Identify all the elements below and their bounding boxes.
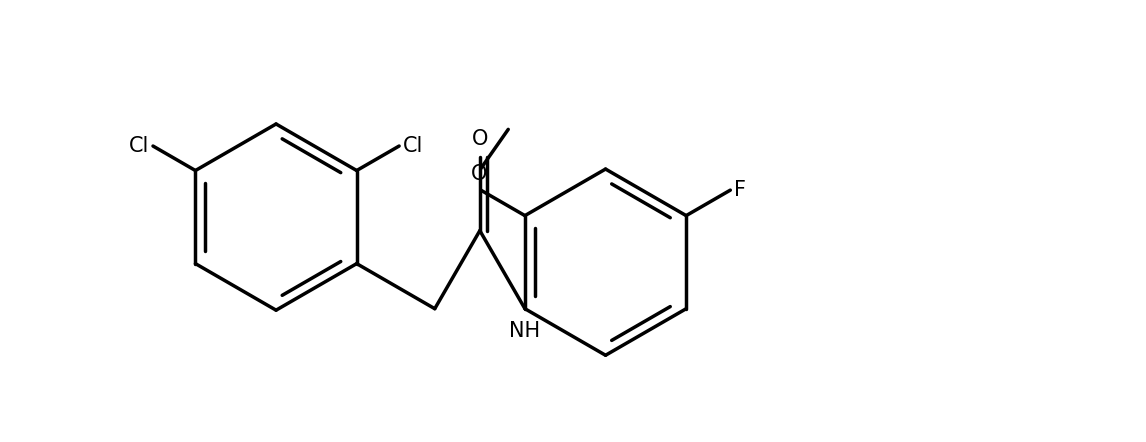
Text: Cl: Cl [128, 136, 149, 156]
Text: F: F [735, 180, 746, 200]
Text: NH: NH [509, 321, 541, 342]
Text: O: O [471, 164, 487, 184]
Text: Cl: Cl [403, 136, 423, 156]
Text: O: O [472, 130, 488, 149]
